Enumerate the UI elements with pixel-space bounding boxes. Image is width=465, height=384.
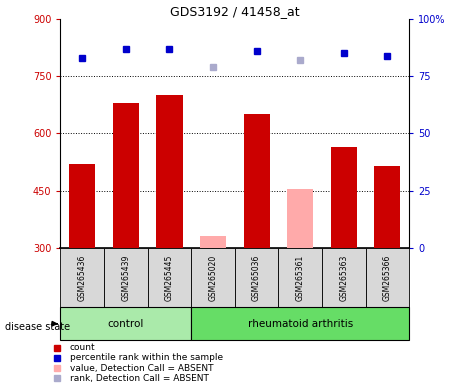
Bar xyxy=(279,248,322,307)
Text: count: count xyxy=(70,343,95,352)
Bar xyxy=(60,307,191,340)
Text: GSM265436: GSM265436 xyxy=(78,254,87,301)
Title: GDS3192 / 41458_at: GDS3192 / 41458_at xyxy=(170,5,299,18)
Bar xyxy=(235,248,279,307)
Bar xyxy=(60,248,104,307)
Text: control: control xyxy=(108,318,144,329)
Bar xyxy=(148,248,191,307)
Text: value, Detection Call = ABSENT: value, Detection Call = ABSENT xyxy=(70,364,213,372)
Text: rheumatoid arthritis: rheumatoid arthritis xyxy=(247,318,353,329)
Bar xyxy=(244,114,270,248)
Text: GSM265361: GSM265361 xyxy=(296,254,305,301)
Bar xyxy=(69,164,95,248)
Text: GSM265020: GSM265020 xyxy=(208,254,218,301)
Bar xyxy=(374,166,400,248)
Text: rank, Detection Call = ABSENT: rank, Detection Call = ABSENT xyxy=(70,374,208,383)
Bar xyxy=(331,147,357,248)
Bar xyxy=(200,236,226,248)
Text: percentile rank within the sample: percentile rank within the sample xyxy=(70,353,223,362)
Text: GSM265439: GSM265439 xyxy=(121,254,130,301)
Text: GSM265036: GSM265036 xyxy=(252,254,261,301)
Bar xyxy=(322,248,365,307)
Bar xyxy=(365,248,409,307)
Text: GSM265363: GSM265363 xyxy=(339,254,348,301)
Bar xyxy=(113,103,139,248)
Bar xyxy=(287,189,313,248)
Bar xyxy=(156,95,182,248)
Bar xyxy=(191,248,235,307)
Text: GSM265445: GSM265445 xyxy=(165,254,174,301)
Text: disease state: disease state xyxy=(5,322,70,332)
Bar xyxy=(191,307,409,340)
Bar xyxy=(104,248,147,307)
Text: GSM265366: GSM265366 xyxy=(383,254,392,301)
